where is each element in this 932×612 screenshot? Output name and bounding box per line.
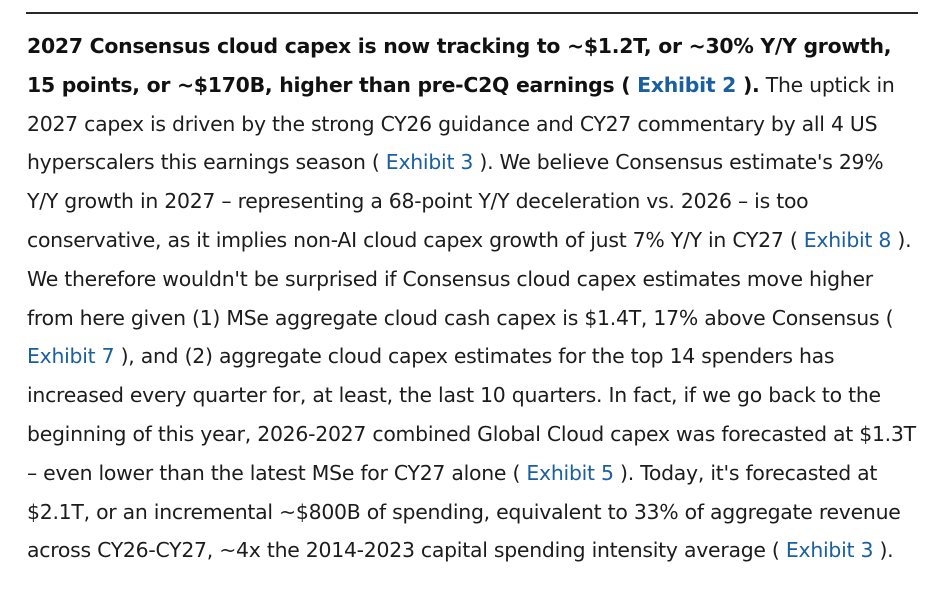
lead-sentence-part2: ). (742, 72, 760, 97)
body-text-4: ), and (2) aggregate cloud capex estimat… (27, 344, 916, 485)
exhibit-2-link[interactable]: Exhibit 2 (630, 72, 743, 97)
exhibit-8-link[interactable]: Exhibit 8 (797, 227, 898, 252)
body-text-3: ). We therefore wouldn't be surprised if… (27, 227, 912, 330)
exhibit-5-link[interactable]: Exhibit 5 (520, 460, 620, 485)
exhibit-7-link[interactable]: Exhibit 7 (27, 344, 121, 369)
exhibit-3-link[interactable]: Exhibit 3 (379, 150, 480, 175)
body-text-6: ). (879, 538, 894, 563)
research-paragraph: 2027 Consensus cloud capex is now tracki… (27, 27, 919, 570)
body-text-5: ). Today, it's forecasted at $2.1T, or a… (27, 460, 901, 563)
top-divider (26, 12, 918, 14)
exhibit-3-link-second[interactable]: Exhibit 3 (779, 538, 880, 563)
body-text-1: The uptick in 2027 capex is driven by th… (27, 72, 895, 175)
body-text-2: ). We believe Consensus estimate's 29% Y… (27, 150, 884, 252)
lead-sentence-part1: 2027 Consensus cloud capex is now tracki… (27, 34, 892, 97)
